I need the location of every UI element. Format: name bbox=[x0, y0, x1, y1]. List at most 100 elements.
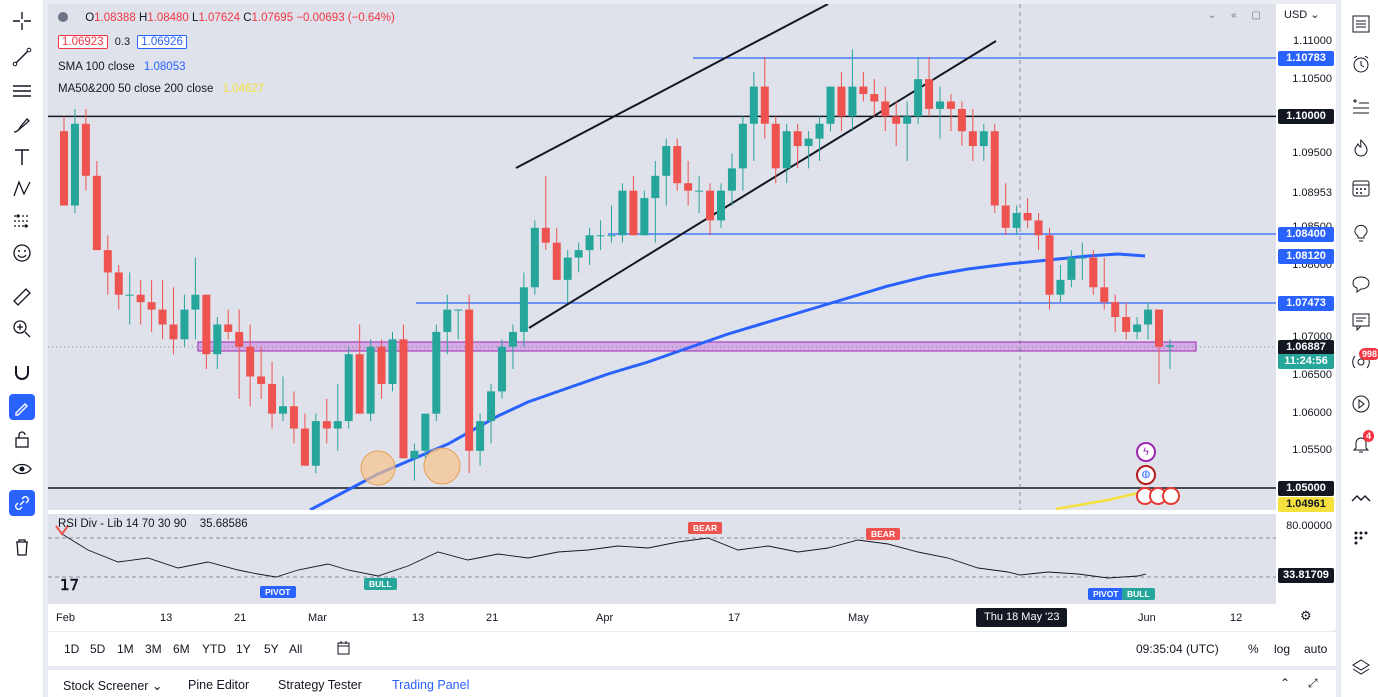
candle-body bbox=[268, 383, 277, 414]
rsi-pane[interactable]: RSI Div - Lib 14 70 30 90 35.68586 𝟣𝟩 BE… bbox=[48, 514, 1276, 604]
globe-icon[interactable]: ◍ bbox=[1136, 465, 1156, 485]
candle-body bbox=[1078, 257, 1087, 259]
candle bbox=[990, 123, 999, 213]
ma-legend[interactable]: MA50&200 50 close 200 close 1.04627 bbox=[58, 83, 264, 95]
chat-bubbles-icon[interactable] bbox=[1349, 272, 1373, 296]
range-button-6m[interactable]: 6M bbox=[173, 642, 190, 656]
link-icon[interactable] bbox=[9, 490, 35, 516]
maximize-icon[interactable]: ▢ bbox=[1251, 10, 1261, 21]
low-value: 1.07624 bbox=[198, 12, 241, 24]
flag-events-icon[interactable] bbox=[1136, 487, 1188, 505]
time-axis[interactable]: Feb 13 21 Mar 13 21 Apr 17 May Jun 12 Thu 18 May '… bbox=[48, 604, 1312, 631]
emoji-icon[interactable] bbox=[9, 240, 35, 266]
candle bbox=[859, 71, 868, 102]
rsi-legend[interactable]: RSI Div - Lib 14 70 30 90 35.68586 bbox=[58, 518, 248, 530]
tab-trading-panel[interactable]: Trading Panel bbox=[392, 678, 470, 692]
magnet-icon[interactable] bbox=[9, 360, 35, 386]
low-label: L bbox=[192, 12, 199, 24]
auto-toggle[interactable]: auto bbox=[1304, 642, 1328, 656]
range-button-1d[interactable]: 1D bbox=[64, 642, 80, 656]
ruler-icon[interactable] bbox=[9, 284, 35, 310]
candle-body bbox=[114, 272, 123, 295]
range-button-5d[interactable]: 5D bbox=[90, 642, 106, 656]
tab-pine-editor[interactable]: Pine Editor bbox=[188, 678, 250, 692]
calendar-icon[interactable] bbox=[1349, 176, 1373, 200]
eye-icon[interactable] bbox=[9, 456, 35, 482]
range-button-all[interactable]: All bbox=[289, 642, 303, 656]
range-button-ytd[interactable]: YTD bbox=[202, 642, 226, 656]
watchlist-icon[interactable] bbox=[1349, 12, 1373, 36]
price-axis[interactable]: USD ⌄ 1.110001.105001.095001.089531.0850… bbox=[1276, 4, 1336, 604]
text-tool-icon[interactable] bbox=[9, 144, 35, 170]
forecast-icon[interactable] bbox=[9, 208, 35, 234]
price-axis-label: 80.00000 bbox=[1286, 520, 1332, 532]
time-axis-label: 13 bbox=[160, 612, 173, 624]
minimize-panel-icon[interactable]: ⌃ bbox=[1280, 676, 1291, 690]
buy-button[interactable]: 1.06926 bbox=[137, 35, 187, 49]
bear-signal-1[interactable]: BEAR bbox=[688, 522, 723, 534]
candle-body bbox=[476, 421, 485, 451]
data-window-icon[interactable] bbox=[1349, 96, 1373, 120]
crosshair-icon[interactable] bbox=[9, 8, 35, 34]
tab-strategy-tester[interactable]: Strategy Tester bbox=[278, 678, 362, 692]
candle bbox=[1056, 265, 1065, 303]
log-toggle[interactable]: log bbox=[1274, 642, 1291, 656]
minimize-icon[interactable]: « bbox=[1231, 10, 1237, 21]
candle-body bbox=[574, 250, 583, 258]
candle-body bbox=[793, 131, 802, 147]
percent-toggle[interactable]: % bbox=[1248, 642, 1259, 656]
candle-body bbox=[311, 421, 320, 466]
candle bbox=[826, 86, 835, 132]
sell-button[interactable]: 1.06923 bbox=[58, 35, 108, 49]
price-chart[interactable]: O1.08388 H1.08480 L1.07624 C1.07695 −0.0… bbox=[48, 4, 1276, 510]
dots-grid-icon[interactable] bbox=[1349, 526, 1373, 550]
layers-icon[interactable] bbox=[1349, 656, 1373, 680]
close-label: C bbox=[243, 12, 252, 24]
expand-panel-icon[interactable]: ⤢ bbox=[1308, 676, 1318, 690]
tab-stock-screener[interactable]: Stock Screener ⌄ bbox=[63, 679, 163, 693]
pivot-signal-1[interactable]: PIVOT bbox=[260, 586, 296, 598]
range-button-5y[interactable]: 5Y bbox=[264, 642, 279, 656]
candle-body bbox=[366, 346, 375, 414]
rsi-canvas[interactable] bbox=[48, 514, 1276, 604]
chart-settings-icon[interactable]: ⚙ bbox=[1300, 608, 1312, 623]
bear-signal-2[interactable]: BEAR bbox=[866, 528, 901, 540]
currency-selector[interactable]: USD ⌄ bbox=[1284, 9, 1320, 21]
pivot-marker-1 bbox=[360, 450, 396, 486]
play-icon[interactable] bbox=[1349, 392, 1373, 416]
collapse-icon[interactable]: ⌄ bbox=[1208, 10, 1217, 21]
bull-signal-1[interactable]: BULL bbox=[364, 578, 397, 590]
trash-icon[interactable] bbox=[9, 534, 35, 560]
ideas-lightbulb-icon[interactable] bbox=[1349, 220, 1373, 244]
zoom-in-icon[interactable] bbox=[9, 316, 35, 342]
brush-icon[interactable] bbox=[9, 112, 35, 138]
horizontal-lines-icon[interactable] bbox=[9, 78, 35, 104]
range-button-3m[interactable]: 3M bbox=[145, 642, 162, 656]
stay-drawing-icon[interactable] bbox=[9, 394, 35, 420]
range-bar: 1D 5D 1M 3M 6M YTD 1Y 5Y All 09:35:04 (UTC) % lo… bbox=[48, 632, 1336, 666]
range-button-1y[interactable]: 1Y bbox=[236, 642, 251, 656]
price-chart-canvas[interactable] bbox=[48, 4, 1276, 510]
candle bbox=[1045, 227, 1054, 310]
date-range-icon[interactable] bbox=[336, 640, 352, 661]
pivot-signal-2[interactable]: PIVOT bbox=[1088, 588, 1124, 600]
sma-legend[interactable]: SMA 100 close 1.08053 bbox=[58, 61, 186, 73]
pattern-icon[interactable] bbox=[9, 176, 35, 202]
hotlist-flame-icon[interactable] bbox=[1349, 136, 1373, 160]
sma-100-line bbox=[309, 252, 1146, 510]
candle-body bbox=[169, 324, 178, 340]
clock-readout[interactable]: 09:35:04 (UTC) bbox=[1136, 642, 1219, 656]
candle-body bbox=[957, 108, 966, 132]
trend-line-icon[interactable] bbox=[9, 44, 35, 70]
range-button-1m[interactable]: 1M bbox=[117, 642, 134, 656]
alarm-clock-icon[interactable] bbox=[1349, 52, 1373, 76]
candle-body bbox=[300, 428, 309, 466]
lightning-icon[interactable]: ϟ bbox=[1136, 442, 1156, 462]
candle bbox=[552, 227, 561, 280]
chat-icon[interactable] bbox=[1349, 310, 1373, 334]
lock-icon[interactable] bbox=[9, 426, 35, 452]
tradingview-logo[interactable]: 𝟣𝟩 bbox=[60, 577, 80, 594]
bull-signal-2[interactable]: BULL bbox=[1122, 588, 1155, 600]
pattern-wave-icon[interactable] bbox=[1349, 486, 1373, 510]
